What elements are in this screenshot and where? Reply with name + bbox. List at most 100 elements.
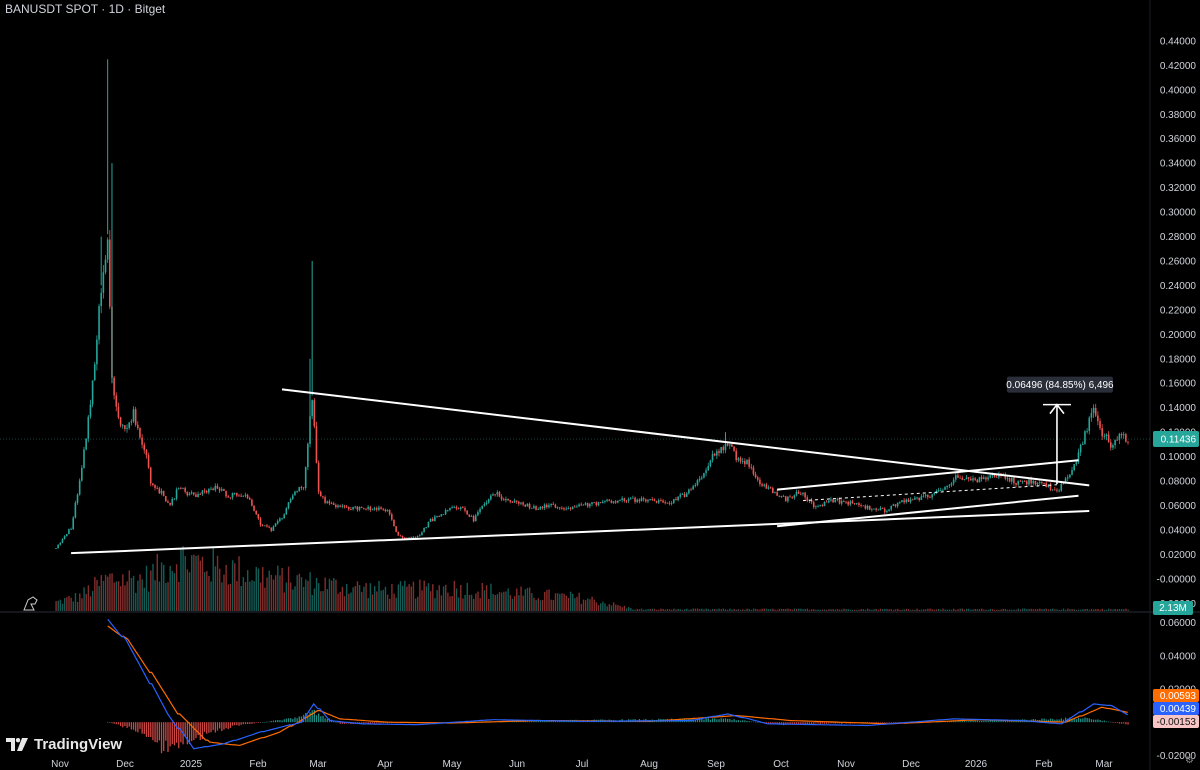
candle-body	[675, 499, 677, 501]
candle-body	[177, 488, 180, 490]
measure-arrowhead	[1049, 403, 1065, 415]
candle-body	[227, 496, 230, 498]
macd-histogram-bar	[993, 720, 996, 723]
candle-body	[444, 509, 447, 515]
macd-histogram-bar	[1095, 719, 1097, 723]
volume-bar	[307, 580, 309, 611]
price-tick-label: 0.26000	[1160, 256, 1197, 267]
macd-histogram-bar	[223, 722, 225, 730]
macd-histogram-bar	[996, 720, 998, 723]
macd-histogram-bar	[309, 712, 311, 723]
volume-bar	[300, 577, 303, 611]
volume-bar	[516, 588, 518, 611]
volume-bar	[68, 595, 70, 611]
candle-body	[483, 504, 486, 506]
macd-histogram-bar	[231, 722, 234, 726]
candle-body	[85, 438, 87, 450]
candle-body	[412, 536, 415, 539]
candle-body	[612, 501, 615, 503]
volume-bar	[587, 598, 589, 611]
volume-bar	[404, 580, 406, 611]
volume-bar	[102, 580, 105, 611]
candle-body	[899, 502, 901, 503]
candle-body	[827, 500, 830, 503]
volume-bar	[847, 609, 849, 611]
candle-body	[522, 502, 524, 505]
candle-body	[143, 444, 146, 451]
volume-bar	[1097, 609, 1099, 611]
candle-body	[614, 501, 617, 503]
macd-histogram-bar	[817, 722, 819, 724]
volume-bar	[892, 609, 895, 611]
volume-label: 2.13M	[1159, 603, 1187, 614]
volume-bar	[763, 608, 766, 611]
candle-body	[270, 527, 273, 531]
volume-bar	[285, 582, 288, 611]
volume-bar	[419, 579, 421, 611]
macd-histogram-bar	[240, 722, 242, 725]
candle-body	[494, 494, 496, 496]
candle-body	[242, 495, 245, 497]
volume-bar	[989, 609, 992, 611]
volume-bar	[401, 585, 404, 611]
volume-bar	[821, 609, 824, 611]
candle-body	[350, 509, 352, 510]
volume-bar	[714, 609, 716, 611]
candle-body	[57, 544, 59, 549]
volume-bar	[658, 609, 660, 611]
price-tick-label: 0.30000	[1160, 208, 1197, 219]
volume-bar	[942, 608, 944, 611]
candle-body	[584, 503, 587, 505]
settings-gear-icon[interactable]: ⚙	[1185, 755, 1194, 766]
candle-body	[1081, 443, 1084, 445]
macd-histogram-bar	[137, 722, 139, 733]
candle-body	[901, 500, 903, 503]
volume-bar	[647, 609, 649, 611]
candle-body	[939, 490, 942, 491]
volume-bar	[729, 608, 731, 611]
candle-body	[139, 428, 141, 438]
volume-bar	[869, 609, 871, 611]
candle-body	[453, 507, 456, 508]
macd-histogram-bar	[791, 722, 793, 725]
candle-body	[576, 506, 578, 508]
volume-bar	[748, 608, 750, 611]
macd-histogram-bar	[1058, 719, 1060, 723]
volume-bar	[632, 609, 634, 611]
volume-bar	[595, 602, 598, 611]
volume-bar	[500, 592, 503, 611]
macd-histogram-bar	[171, 722, 173, 745]
candle-body	[774, 492, 776, 493]
candle-body	[920, 496, 923, 501]
trendline-descending-resistance	[281, 388, 1090, 487]
volume-bar	[1032, 609, 1035, 611]
candle-body	[205, 490, 208, 493]
candle-body	[976, 479, 979, 483]
volume-bar	[477, 591, 479, 611]
volume-bar	[223, 574, 225, 611]
volume-bar	[886, 608, 888, 611]
volume-bar	[940, 609, 942, 611]
macd-histogram-bar	[701, 718, 703, 723]
candle-body	[746, 459, 748, 465]
candle-body	[838, 498, 841, 504]
candle-body	[552, 503, 555, 505]
candle-body	[496, 492, 499, 495]
volume-bar	[507, 588, 509, 611]
candle-body	[124, 425, 126, 429]
volume-bar	[604, 603, 606, 611]
volume-bar	[184, 556, 186, 611]
candle-body	[789, 496, 791, 498]
macd-histogram-bar	[313, 709, 316, 723]
macd-histogram-bar	[735, 720, 737, 723]
candle-body	[74, 502, 77, 518]
candle-body	[597, 502, 600, 506]
macd-histogram-bar	[785, 722, 787, 725]
candle-body	[201, 490, 204, 495]
candle-body	[851, 501, 854, 504]
volume-bar	[348, 593, 350, 611]
volume-bar	[109, 573, 111, 611]
macd-histogram-bar	[871, 722, 873, 724]
macd-histogram-bar	[315, 715, 318, 723]
